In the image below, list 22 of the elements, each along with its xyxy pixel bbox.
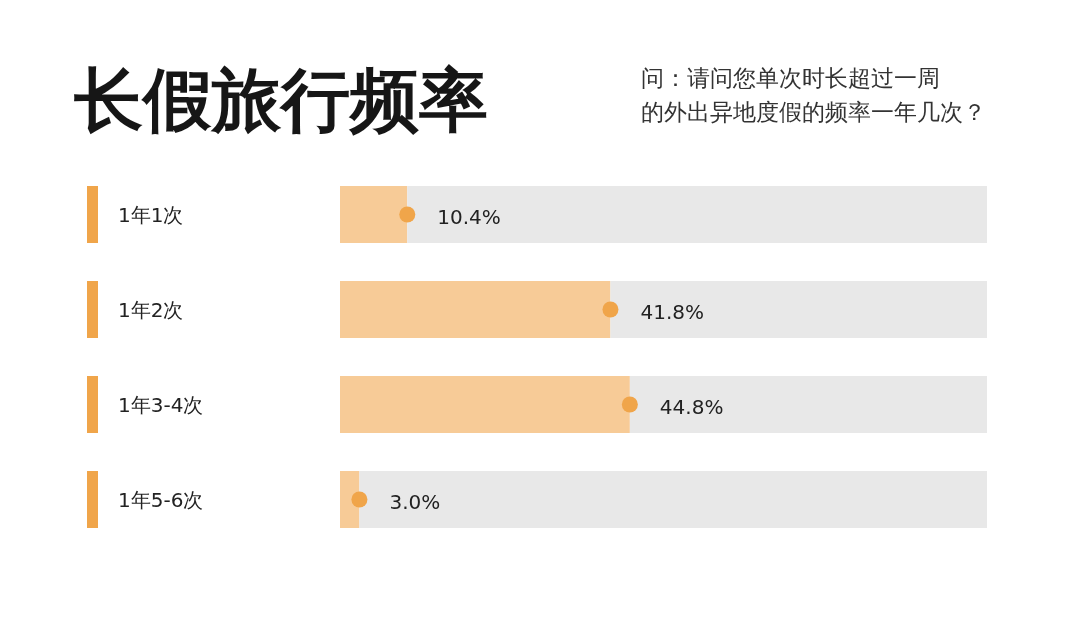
bar — [340, 471, 360, 528]
data-label: 41.8% — [640, 299, 704, 324]
y-tick-label: 1年1次 — [118, 202, 184, 227]
data-label: 3.0% — [389, 489, 441, 514]
bar — [610, 281, 987, 338]
bar — [629, 376, 987, 433]
bar — [340, 376, 630, 433]
bar — [340, 281, 611, 338]
y-tick-label: 1年2次 — [118, 297, 184, 322]
data-label: 44.8% — [659, 394, 724, 419]
point — [621, 396, 638, 413]
data-label: 10.4% — [437, 204, 501, 229]
point — [602, 301, 619, 318]
chart-title: 长假旅行频率 — [74, 59, 488, 140]
bar — [407, 186, 987, 243]
chart-subtitle: 问：请问您单次时长超过一周的外出异地度假的频率一年几次？ — [641, 65, 986, 125]
bar — [340, 186, 408, 243]
point — [399, 206, 416, 223]
y-tick-label: 1年3-4次 — [118, 392, 204, 417]
bar — [359, 471, 987, 528]
y-tick-label: 1年5-6次 — [118, 487, 204, 512]
point — [351, 491, 368, 508]
